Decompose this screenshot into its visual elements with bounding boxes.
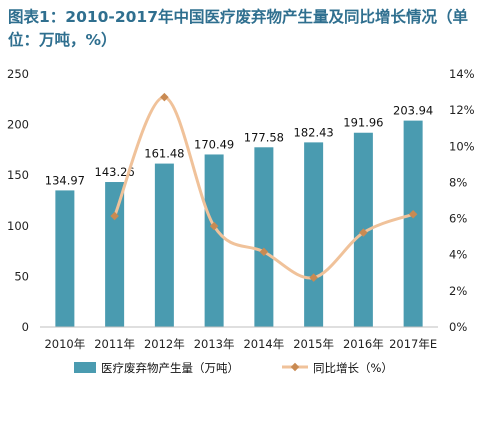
bar: [403, 120, 423, 327]
legend-bar-label: 医疗废弃物产生量（万吨）: [101, 361, 239, 375]
line-point: [160, 92, 169, 102]
left-axis-tick-label: 200: [7, 118, 29, 132]
right-axis-tick-label: 10%: [449, 139, 475, 153]
x-axis-tick-label: 2014年: [243, 337, 284, 351]
bar: [154, 163, 174, 327]
bar: [254, 147, 274, 327]
bar-data-label: 203.94: [393, 104, 433, 118]
right-axis: 0% 2% 4% 6% 8% 10% 12% 14%: [449, 67, 475, 334]
line-point: [259, 247, 269, 257]
left-axis-tick-label: 250: [7, 67, 29, 81]
x-axis-tick-label: 2011年: [94, 337, 135, 351]
bar: [55, 190, 75, 327]
legend-bar-swatch: [74, 362, 96, 373]
right-axis-tick-label: 2%: [449, 284, 467, 298]
right-axis-tick-label: 12%: [449, 103, 475, 117]
legend-line-label: 同比增长（%）: [313, 361, 393, 375]
right-axis-tick-label: 8%: [449, 175, 467, 189]
legend: 医疗废弃物产生量（万吨） 同比增长（%）: [74, 361, 393, 375]
left-axis-tick-label: 150: [7, 168, 29, 182]
line-point: [408, 209, 418, 219]
bar-series: [55, 120, 423, 327]
bar-data-label: 134.97: [45, 173, 85, 187]
bar-data-label: 170.49: [194, 137, 234, 151]
bar: [105, 182, 125, 327]
left-axis-tick-label: 100: [7, 219, 29, 233]
line-point: [110, 211, 119, 221]
right-axis-tick-label: 0%: [449, 320, 467, 334]
x-axis-tick-label: 2015年: [293, 337, 334, 351]
right-axis-tick-label: 14%: [449, 67, 475, 81]
bar-data-labels: 134.97 143.26 161.48 170.49 177.58 182.43 191.…: [45, 104, 434, 188]
right-axis-tick-label: 6%: [449, 212, 467, 226]
left-axis-tick-label: 50: [14, 269, 29, 283]
bar-data-label: 143.26: [95, 165, 135, 179]
line-point: [359, 228, 368, 237]
x-axis-tick-label: 2010年: [44, 337, 85, 351]
bar-data-label: 182.43: [294, 125, 334, 139]
legend-line-marker: [290, 362, 300, 372]
left-axis: 0 50 100 150 200 250: [7, 67, 29, 334]
x-axis-tick-label: 2012年: [144, 337, 185, 351]
bar-data-label: 177.58: [244, 130, 284, 144]
bar: [204, 154, 224, 327]
x-axis-tick-label: 2016年: [343, 337, 384, 351]
line-point: [309, 273, 318, 282]
chart-title: 图表1：2010-2017年中国医疗废弃物产生量及同比增长情况（单位：万吨，%）: [8, 8, 468, 49]
bar: [304, 142, 324, 327]
bar-data-label: 161.48: [144, 147, 184, 161]
growth-line-series: [110, 92, 418, 282]
x-axis: 2010年 2011年 2012年 2013年 2014年 2015年 2016年 2017年…: [40, 326, 438, 351]
bar-data-label: 191.96: [343, 116, 383, 130]
x-axis-tick-label: 2017年E: [389, 337, 437, 351]
right-axis-tick-label: 4%: [449, 248, 467, 262]
line-point: [209, 221, 219, 231]
growth-line: [113, 95, 414, 280]
left-axis-tick-label: 0: [22, 320, 29, 334]
x-axis-tick-label: 2013年: [194, 337, 235, 351]
